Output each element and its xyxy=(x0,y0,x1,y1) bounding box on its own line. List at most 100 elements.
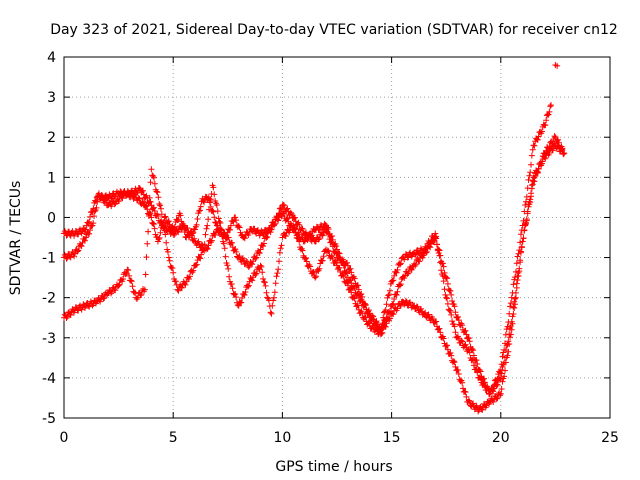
trace-c-point xyxy=(451,359,458,366)
trace-a-point xyxy=(528,152,535,159)
trace-b-point xyxy=(260,240,267,247)
trace-b-point xyxy=(511,298,518,305)
trace-c-point xyxy=(362,314,369,321)
trace-b-point xyxy=(87,213,94,220)
trace-a-point xyxy=(292,214,298,221)
trace-a-point xyxy=(523,193,530,200)
trace-c-point xyxy=(502,359,509,366)
trace-b-point xyxy=(233,248,240,255)
trace-b-point xyxy=(435,246,442,253)
trace-c-point xyxy=(67,312,74,319)
trace-c-point xyxy=(397,302,404,309)
trace-b-point xyxy=(166,225,172,232)
trace-c-point xyxy=(447,349,454,356)
trace-a-point xyxy=(351,275,358,282)
trace-c-point xyxy=(166,257,173,264)
trace-a-point xyxy=(211,214,218,221)
trace-a-point xyxy=(514,253,521,260)
trace-c-point xyxy=(296,238,303,245)
x-tick-label: 15 xyxy=(383,430,401,446)
trace-c-point xyxy=(448,352,455,359)
x-tick-label: 25 xyxy=(601,430,619,446)
trace-c-point xyxy=(444,342,451,349)
trace-c-point xyxy=(325,248,332,255)
trace-a-point xyxy=(543,117,550,124)
trace-c-point xyxy=(272,280,279,287)
trace-a-point xyxy=(412,252,419,259)
trace-c-point xyxy=(213,202,220,209)
trace-a-point xyxy=(212,219,219,226)
trace-c-point xyxy=(383,320,390,327)
trace-b-point xyxy=(92,197,99,204)
trace-a-point xyxy=(246,229,253,236)
trace-c-point xyxy=(379,329,386,336)
trace-c-point xyxy=(470,400,477,407)
trace-b-point xyxy=(280,210,287,217)
trace-a-point xyxy=(529,146,536,153)
trace-b-point xyxy=(169,227,176,234)
trace-b-point xyxy=(264,233,271,240)
trace-c-point xyxy=(127,277,134,284)
trace-c-point xyxy=(386,315,393,322)
trace-b-point xyxy=(340,262,347,269)
trace-b-point xyxy=(555,136,562,143)
trace-c-point xyxy=(145,212,152,219)
trace-c-point xyxy=(219,233,226,240)
trace-c-point xyxy=(252,271,259,278)
y-tick-label: -2 xyxy=(42,291,56,307)
trace-c-point xyxy=(185,276,192,283)
trace-c-point xyxy=(276,249,283,256)
trace-b-point xyxy=(257,246,264,253)
trace-c-point xyxy=(154,189,161,196)
trace-c-point xyxy=(220,240,227,247)
trace-b-point xyxy=(447,287,454,294)
trace-a-point xyxy=(542,122,549,129)
trace-c-point xyxy=(414,303,421,310)
trace-b-point xyxy=(184,225,191,232)
trace-c-point xyxy=(142,271,149,278)
trace-c-point xyxy=(232,290,239,297)
trace-c-point xyxy=(214,208,221,215)
trace-b-point xyxy=(239,255,246,262)
trace-c-point xyxy=(242,289,249,296)
trace-c-point xyxy=(440,335,447,342)
trace-c-point xyxy=(159,219,166,226)
trace-c-point xyxy=(144,240,151,247)
trace-a-point xyxy=(91,213,98,220)
trace-b-point xyxy=(470,352,477,359)
trace-c-point xyxy=(116,281,123,288)
trace-c-point xyxy=(553,145,560,152)
trace-a-point xyxy=(296,221,303,228)
trace-b-point xyxy=(455,317,462,324)
trace-c-point xyxy=(494,395,501,402)
trace-b-point xyxy=(334,246,340,253)
trace-c-point xyxy=(505,348,512,355)
trace-b-point xyxy=(499,363,506,370)
trace-b-point xyxy=(351,285,358,292)
trace-c-point xyxy=(210,184,217,191)
trace-a-point xyxy=(534,136,541,143)
trace-b-point xyxy=(324,224,331,231)
trace-a-point xyxy=(196,207,203,214)
trace-c-point xyxy=(454,366,461,373)
trace-c-point xyxy=(277,245,284,252)
trace-c-point xyxy=(197,255,204,262)
trace-c-point xyxy=(542,155,549,162)
trace-c-point xyxy=(328,252,335,259)
trace-b-point xyxy=(108,195,115,202)
trace-b-point xyxy=(440,263,447,270)
trace-b-point xyxy=(454,313,461,320)
trace-c-point xyxy=(455,371,462,378)
trace-c-point xyxy=(534,169,541,176)
trace-b-point xyxy=(473,357,480,364)
trace-a-point xyxy=(258,227,265,234)
trace-a-point xyxy=(196,207,203,214)
trace-b-point xyxy=(130,191,137,198)
trace-c-point xyxy=(124,266,131,273)
trace-c-point xyxy=(189,269,196,276)
trace-b-point xyxy=(337,255,344,262)
trace-c-point xyxy=(292,230,299,237)
trace-a-point xyxy=(226,226,233,233)
trace-b-point xyxy=(498,370,505,377)
